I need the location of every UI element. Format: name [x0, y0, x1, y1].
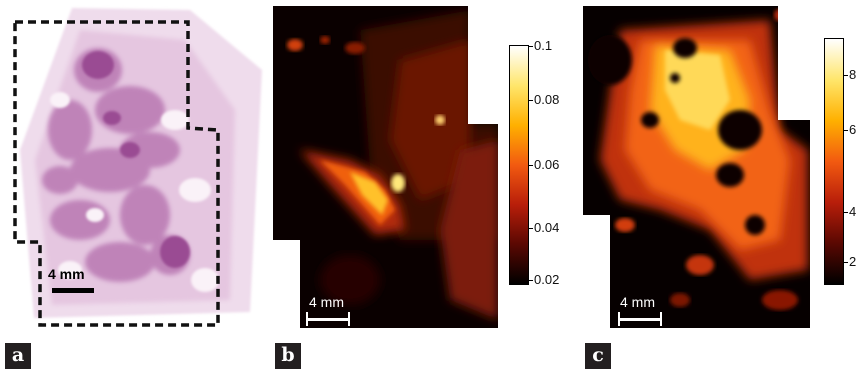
colorbar-b-tick: 0.04	[534, 220, 560, 235]
histology-image	[13, 8, 262, 327]
panel-label-b: b	[275, 343, 301, 369]
colorbar-b-tick: 0.02	[534, 272, 560, 287]
scalebar-label-c: 4 mm	[620, 294, 655, 310]
colorbar-c-tick: 4	[849, 204, 857, 219]
colorbar-c-tick: 6	[849, 122, 857, 137]
roi-outline	[13, 20, 220, 327]
colorbar-b-tick: 0.1	[534, 38, 553, 53]
colorbar-c-tick: 8	[849, 67, 857, 82]
colorbar-c-tick: 2	[849, 254, 857, 269]
heatmap-c	[583, 6, 810, 328]
scalebar-line	[618, 318, 662, 321]
scalebar-line	[52, 288, 94, 293]
heatmap-b	[273, 6, 498, 328]
colorbar-b-tick: 0.06	[534, 157, 560, 172]
colorbar-b-tick: 0.08	[534, 92, 560, 107]
scalebar-line	[306, 318, 350, 321]
panel-label-c: c	[585, 343, 611, 369]
colorbar-c	[824, 38, 844, 285]
panel-label-a: a	[5, 343, 31, 369]
colorbar-b	[509, 45, 529, 285]
scalebar-label-a: 4 mm	[48, 266, 85, 282]
scalebar-label-b: 4 mm	[309, 294, 344, 310]
